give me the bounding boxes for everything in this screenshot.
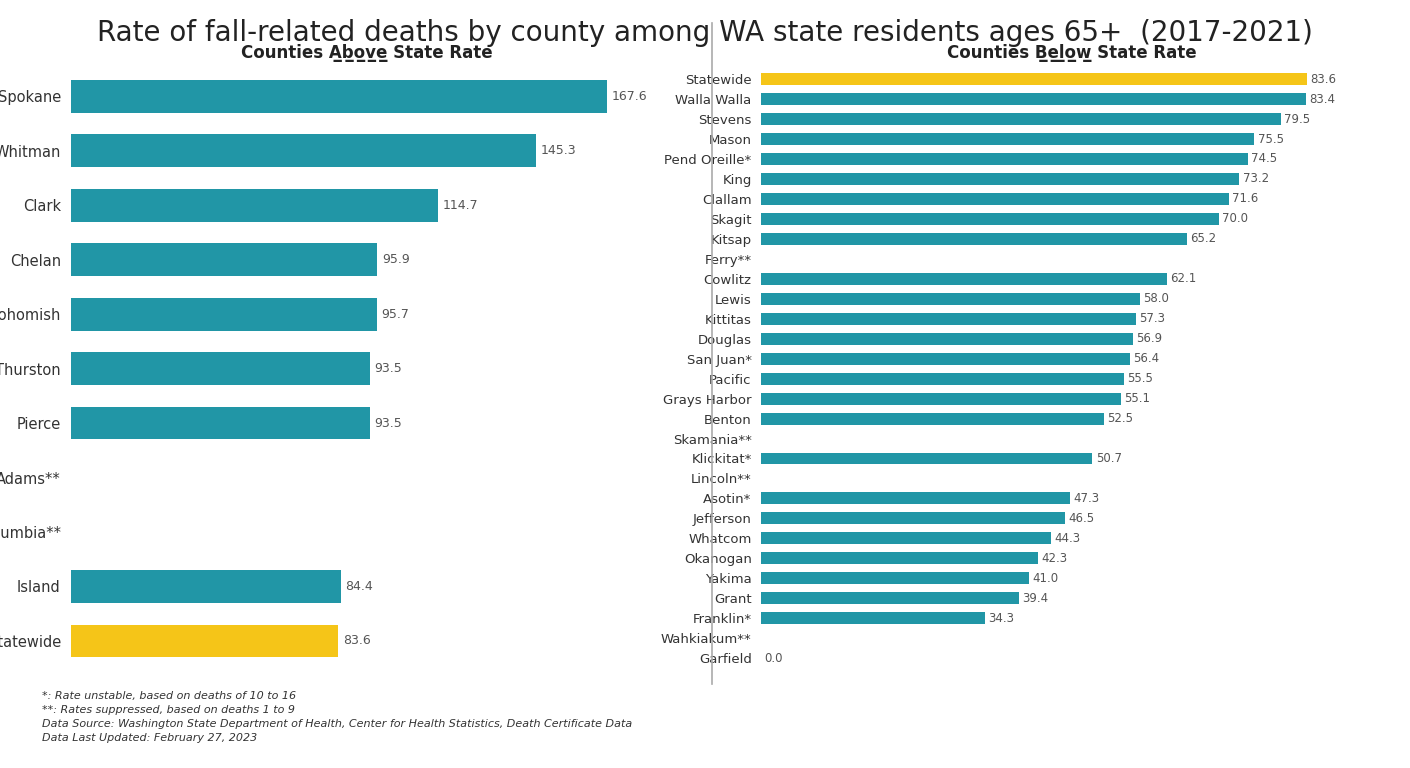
Bar	[761, 193, 1230, 205]
Bar	[761, 153, 1248, 165]
Text: 167.6: 167.6	[612, 90, 647, 103]
Text: 56.4: 56.4	[1134, 353, 1159, 365]
Bar	[761, 392, 1121, 405]
Bar	[761, 113, 1280, 125]
Text: 41.0: 41.0	[1032, 572, 1059, 584]
Bar	[761, 293, 1141, 305]
Bar	[761, 492, 1070, 505]
Bar	[761, 612, 986, 624]
Bar	[761, 73, 1307, 85]
Text: 0.0: 0.0	[764, 652, 783, 664]
Text: 46.5: 46.5	[1069, 512, 1094, 525]
Text: 57.3: 57.3	[1139, 313, 1165, 325]
Bar	[761, 173, 1239, 185]
Bar	[761, 512, 1065, 525]
Bar	[761, 412, 1104, 425]
Bar	[761, 233, 1187, 245]
Bar	[761, 133, 1255, 145]
Text: 56.9: 56.9	[1136, 333, 1162, 345]
Title: Counties A̲b̲o̲v̲e̲ State Rate: Counties A̲b̲o̲v̲e̲ State Rate	[241, 44, 492, 62]
Bar	[761, 532, 1050, 545]
Text: 34.3: 34.3	[988, 612, 1015, 624]
Bar	[761, 592, 1018, 604]
Title: Counties B̲e̲l̲o̲w̲ State Rate: Counties B̲e̲l̲o̲w̲ State Rate	[946, 44, 1197, 62]
Bar	[761, 273, 1167, 285]
Bar	[70, 298, 376, 330]
Text: 84.4: 84.4	[345, 580, 374, 593]
Text: 62.1: 62.1	[1170, 273, 1197, 285]
Text: 52.5: 52.5	[1107, 412, 1134, 425]
Bar	[761, 213, 1218, 225]
Text: 79.5: 79.5	[1285, 113, 1310, 125]
Text: 95.7: 95.7	[382, 308, 409, 321]
Text: 75.5: 75.5	[1258, 133, 1283, 145]
Text: 71.6: 71.6	[1232, 193, 1259, 205]
Bar	[70, 407, 369, 439]
Bar	[70, 570, 341, 603]
Bar	[70, 353, 369, 385]
Bar	[761, 552, 1038, 564]
Bar	[70, 80, 606, 113]
Text: 44.3: 44.3	[1053, 532, 1080, 545]
Text: 58.0: 58.0	[1144, 293, 1169, 305]
Text: 74.5: 74.5	[1251, 153, 1277, 165]
Bar	[761, 452, 1093, 465]
Text: *: Rate unstable, based on deaths of 10 to 16
**: Rates suppressed, based on dea: *: Rate unstable, based on deaths of 10 …	[42, 691, 633, 743]
Bar	[761, 333, 1134, 345]
Text: 114.7: 114.7	[443, 199, 478, 212]
Bar	[761, 313, 1135, 325]
Text: 39.4: 39.4	[1022, 592, 1048, 604]
Text: 70.0: 70.0	[1222, 213, 1248, 225]
Text: 73.2: 73.2	[1242, 173, 1269, 185]
Text: 93.5: 93.5	[375, 416, 402, 429]
Bar	[70, 243, 378, 276]
Text: 145.3: 145.3	[540, 144, 577, 157]
Text: 47.3: 47.3	[1073, 492, 1100, 505]
Text: 83.6: 83.6	[343, 634, 371, 647]
Text: 65.2: 65.2	[1190, 233, 1217, 245]
Bar	[761, 93, 1306, 105]
Bar	[70, 134, 536, 167]
Text: 83.6: 83.6	[1311, 73, 1337, 85]
Bar	[70, 189, 437, 222]
Bar	[761, 572, 1029, 584]
Text: 95.9: 95.9	[382, 253, 410, 266]
Bar	[761, 353, 1129, 365]
Text: 50.7: 50.7	[1096, 452, 1122, 465]
Text: 55.1: 55.1	[1125, 392, 1151, 405]
Text: 55.5: 55.5	[1127, 372, 1153, 385]
Bar	[761, 372, 1124, 385]
Text: 42.3: 42.3	[1041, 552, 1067, 564]
Text: 83.4: 83.4	[1310, 93, 1335, 105]
Bar	[70, 624, 338, 657]
Text: 93.5: 93.5	[375, 362, 402, 375]
Text: Rate of fall-related deaths by county among WA state residents ages 65+  (2017-2: Rate of fall-related deaths by county am…	[97, 19, 1313, 47]
